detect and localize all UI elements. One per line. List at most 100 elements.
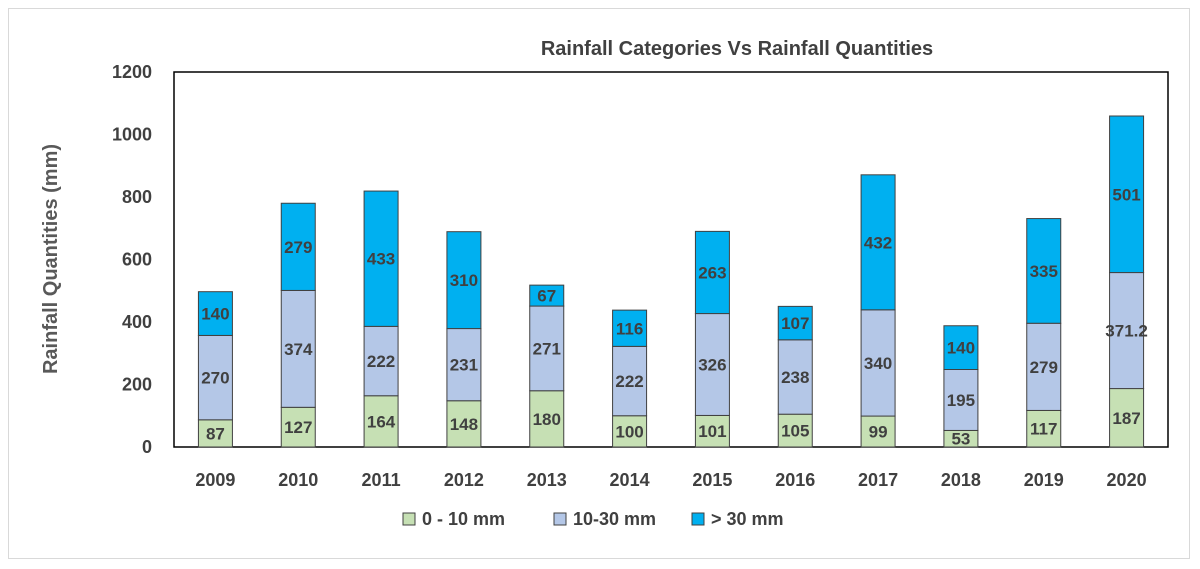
bar-segment [860,174,896,311]
bar-segment [943,325,979,370]
x-tick-label: 2015 [692,470,732,490]
data-label: 432 [864,233,892,252]
y-axis-label: Rainfall Quantities (mm) [40,144,62,374]
bar-segment [777,339,813,415]
bar-segment [529,390,565,448]
bar-segment [694,230,730,315]
legend: 0 - 10 mm 10-30 mm > 30 mm [402,509,784,529]
y-tick-label: 600 [122,250,152,270]
bar-segment [1109,115,1145,274]
legend-swatch [553,512,567,526]
bar-segment [694,414,730,448]
bar-segment [280,289,316,408]
legend-label: 0 - 10 mm [422,509,505,529]
x-tick-label: 2017 [858,470,898,490]
bars: 87 270 140 127 374 279 164 222 433 148 231 310 180 27… [197,115,1148,449]
data-label: 195 [947,391,975,410]
y-tick-label: 400 [122,312,152,332]
data-label: 164 [367,412,396,431]
plot-area [173,71,1169,448]
bar-segment [1109,388,1145,448]
data-label: 335 [1030,262,1058,281]
data-label: 279 [284,238,312,257]
data-label: 127 [284,418,312,437]
bar-segment [529,305,565,392]
bar-segment [197,334,233,421]
y-axis-ticks: 0 200 400 600 800 1000 1200 [112,62,152,457]
data-label: 116 [616,319,643,338]
data-label: 187 [1112,409,1140,428]
bar-segment [363,190,399,327]
chart-title: Rainfall Categories Vs Rainfall Quantiti… [541,38,933,60]
data-label: 107 [781,314,809,333]
data-label: 140 [947,339,975,358]
data-label: 326 [698,356,726,375]
y-tick-label: 0 [142,437,152,457]
x-tick-label: 2009 [195,470,235,490]
data-label: 238 [781,368,809,387]
data-label: 105 [781,422,809,441]
bar-segment [943,369,979,431]
data-label: 53 [951,430,970,449]
bar-segment [363,395,399,448]
bar-segment [860,415,896,448]
x-tick-label: 2011 [362,470,401,490]
x-tick-label: 2020 [1107,470,1147,490]
x-tick-label: 2018 [941,470,981,490]
legend-swatch [402,512,416,526]
chart-frame [8,8,1190,559]
bar-segment [1109,272,1145,390]
y-tick-label: 1000 [112,125,152,145]
bar-segment [612,345,648,417]
data-label: 231 [450,356,478,375]
y-tick-label: 800 [122,187,152,207]
data-label: 140 [201,305,229,324]
data-label: 270 [201,369,229,388]
data-label: 433 [367,250,395,269]
bar-segment [197,291,233,336]
data-label: 67 [537,287,556,306]
data-label: 222 [615,372,643,391]
legend-swatch [691,512,705,526]
data-label: 101 [698,422,726,441]
x-tick-label: 2012 [444,470,484,490]
data-label: 371.2 [1105,322,1148,341]
data-label: 501 [1112,185,1140,204]
bar-segment [612,309,648,347]
x-tick-label: 2019 [1024,470,1064,490]
legend-label: 10-30 mm [573,509,656,529]
bar-segment [446,328,482,402]
x-axis-ticks: 2009 2010 2011 2012 2013 2014 2015 2016 2017 2018… [195,470,1146,490]
x-tick-label: 2013 [527,470,567,490]
data-label: 310 [450,271,478,290]
bar-segment [777,305,813,341]
bar-segment [446,400,482,448]
bar-segment [280,202,316,291]
bar-segment [363,325,399,397]
bar-segment [1026,218,1062,324]
data-label: 117 [1030,420,1057,439]
data-label: 180 [533,410,561,429]
data-label: 271 [533,339,561,358]
data-label: 100 [615,422,643,441]
y-tick-label: 200 [122,375,152,395]
bar-segment [612,415,648,448]
bar-segment [529,284,565,307]
bar-segment [1026,322,1062,411]
data-label: 279 [1030,358,1058,377]
data-label: 374 [284,340,313,359]
data-label: 263 [698,263,726,282]
data-label: 99 [869,423,888,442]
data-label: 340 [864,354,892,373]
y-tick-label: 1200 [112,62,152,82]
data-label: 87 [206,424,225,443]
bar-segment [694,313,730,416]
bar-segment [446,231,482,330]
x-tick-label: 2010 [278,470,318,490]
x-tick-label: 2014 [610,470,650,490]
bar-segment [860,309,896,417]
x-tick-label: 2016 [775,470,815,490]
legend-label: > 30 mm [711,509,784,529]
data-label: 222 [367,352,395,371]
